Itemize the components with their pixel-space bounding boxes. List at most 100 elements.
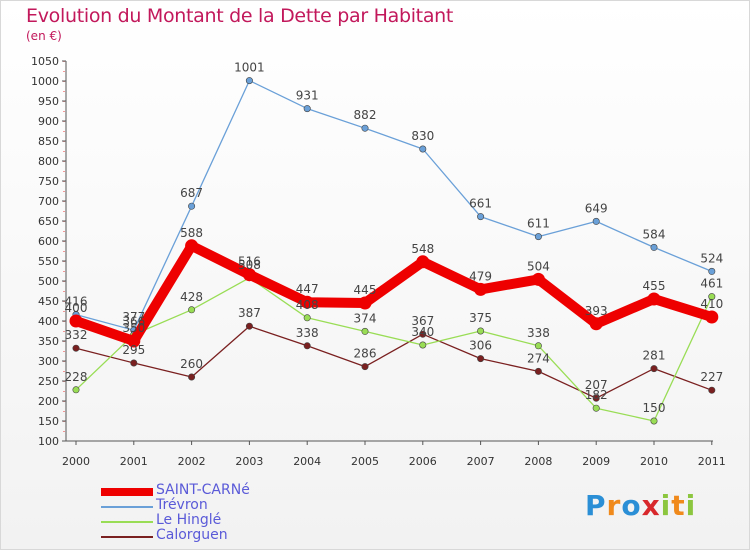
chart-title: Evolution du Montant de la Dette par Hab… <box>26 5 454 27</box>
data-point <box>245 322 253 330</box>
y-tick-label: 500 <box>38 275 59 288</box>
data-label: 350 <box>122 321 145 335</box>
data-label: 366 <box>122 315 145 329</box>
legend-label: Le Hinglé <box>156 512 222 528</box>
data-point <box>534 367 542 375</box>
data-point <box>303 342 311 350</box>
data-label: 182 <box>585 388 608 402</box>
data-point <box>705 310 719 324</box>
data-point <box>477 355 485 363</box>
series-line <box>75 325 713 399</box>
data-point <box>531 272 545 286</box>
y-tick-label: 750 <box>38 175 59 188</box>
data-label: 882 <box>354 108 377 122</box>
y-tick-label: 150 <box>38 415 59 428</box>
data-point <box>419 330 427 338</box>
data-point <box>419 341 427 349</box>
data-label: 516 <box>238 255 261 269</box>
y-tick-label: 1050 <box>31 55 59 68</box>
data-point <box>708 293 716 301</box>
proxiti-logo: Proxiti <box>585 489 696 522</box>
data-point <box>358 296 372 310</box>
y-tick-label: 200 <box>38 395 59 408</box>
y-tick-label: 250 <box>38 375 59 388</box>
logo-letter: r <box>606 489 622 522</box>
data-point <box>303 105 311 113</box>
data-label: 400 <box>65 301 88 315</box>
data-point <box>419 145 427 153</box>
legend-label: SAINT-CARNé <box>156 482 250 498</box>
y-tick-label: 950 <box>38 95 59 108</box>
data-point <box>242 268 256 282</box>
data-label: 207 <box>585 378 608 392</box>
x-tick-label: 2005 <box>351 455 379 468</box>
data-label: 332 <box>65 328 88 342</box>
y-tick-label: 550 <box>38 255 59 268</box>
logo-letter: t <box>671 489 686 522</box>
data-point <box>650 243 658 251</box>
data-point <box>708 267 716 275</box>
data-label: 150 <box>643 401 666 415</box>
data-label: 524 <box>700 251 723 265</box>
data-point <box>592 217 600 225</box>
legend-label: Calorguen <box>156 527 228 543</box>
x-tick-label: 2007 <box>467 455 495 468</box>
data-label: 447 <box>296 282 319 296</box>
legend-swatch <box>101 521 153 523</box>
data-point <box>188 202 196 210</box>
x-tick-label: 2004 <box>293 455 321 468</box>
data-label: 661 <box>469 197 492 211</box>
data-point <box>188 306 196 314</box>
data-point <box>650 417 658 425</box>
data-point <box>303 314 311 322</box>
logo-letter: x <box>641 489 661 522</box>
data-label: 338 <box>527 326 550 340</box>
x-tick-label: 2006 <box>409 455 437 468</box>
y-tick-label: 650 <box>38 215 59 228</box>
data-label: 461 <box>700 277 723 291</box>
data-label: 416 <box>65 295 88 309</box>
data-point <box>477 327 485 335</box>
data-label: 588 <box>180 226 203 240</box>
data-label: 504 <box>527 259 550 273</box>
axes: 100 150 200 250 300 350 400 450 500 550 600 650 700 7… <box>31 55 726 468</box>
data-point <box>185 239 199 253</box>
data-label: 410 <box>700 297 723 311</box>
data-label: 687 <box>180 186 203 200</box>
data-label: 374 <box>354 311 377 325</box>
data-point <box>361 124 369 132</box>
series-layer <box>69 77 719 425</box>
data-point <box>300 295 314 309</box>
data-point <box>69 314 83 328</box>
series-line <box>71 240 717 346</box>
data-point <box>534 233 542 241</box>
x-tick-label: 2002 <box>178 455 206 468</box>
y-tick-label: 450 <box>38 295 59 308</box>
x-tick-label: 2010 <box>640 455 668 468</box>
data-label: 375 <box>469 311 492 325</box>
legend-label: Trévron <box>156 497 208 513</box>
data-point <box>647 292 661 306</box>
data-label: 295 <box>122 343 145 357</box>
data-point <box>130 359 138 367</box>
data-point <box>72 344 80 352</box>
data-point <box>361 363 369 371</box>
data-point <box>592 404 600 412</box>
x-tick-label: 2000 <box>62 455 90 468</box>
x-tick-label: 2011 <box>698 455 726 468</box>
data-point <box>127 334 141 348</box>
data-label: 306 <box>469 339 492 353</box>
data-point <box>477 213 485 221</box>
legend-swatch <box>101 506 153 508</box>
data-label: 830 <box>411 129 434 143</box>
data-label: 445 <box>354 283 377 297</box>
data-label: 286 <box>354 347 377 361</box>
data-label: 260 <box>180 357 203 371</box>
data-point <box>589 317 603 331</box>
data-label: 387 <box>238 306 261 320</box>
data-label: 367 <box>411 314 434 328</box>
data-label: 338 <box>296 326 319 340</box>
y-tick-label: 900 <box>38 115 59 128</box>
data-label: 508 <box>238 258 261 272</box>
